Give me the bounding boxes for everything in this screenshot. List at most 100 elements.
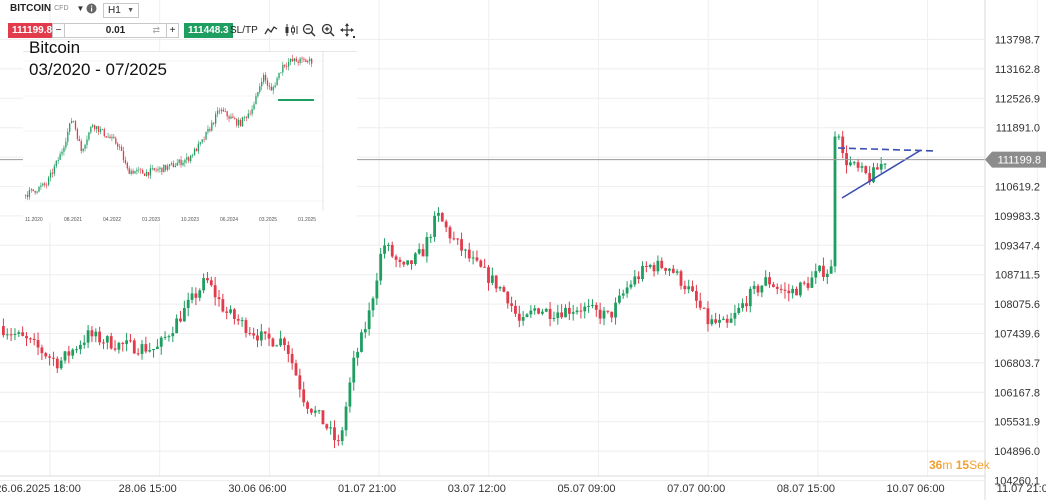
zoom-in-icon[interactable] xyxy=(321,23,335,37)
candle-body xyxy=(514,305,517,314)
chevron-down-icon[interactable]: ▼ xyxy=(76,4,85,13)
candle-body xyxy=(352,357,356,383)
inset-candle-body xyxy=(34,190,36,193)
move-icon[interactable] xyxy=(340,23,356,39)
inset-candle-body xyxy=(145,171,148,176)
candle-body xyxy=(745,303,748,307)
inset-candle-body xyxy=(67,131,69,142)
candle-body xyxy=(656,260,660,272)
x-tick-label: 08.07 15:00 xyxy=(777,483,835,495)
candle-body xyxy=(875,167,879,170)
inset-x-tick: 11.2020 xyxy=(25,217,43,223)
inset-candle-body xyxy=(80,141,82,151)
sl-tp-button[interactable]: SL/TP xyxy=(230,25,258,36)
current-price-badge-bg xyxy=(985,151,1046,168)
symbol-selector[interactable]: BITCOIN CFD ▼ xyxy=(10,3,84,14)
candle-body xyxy=(718,319,721,323)
inset-candle-body xyxy=(155,169,157,171)
candle-body xyxy=(833,136,837,267)
inset-candle-body xyxy=(291,58,294,61)
candle-body xyxy=(252,333,256,336)
inset-candle-body xyxy=(280,72,282,74)
inset-candle-body xyxy=(199,142,201,144)
inset-candle-body xyxy=(257,91,259,97)
candle-body xyxy=(791,288,795,294)
candle-body xyxy=(140,344,144,354)
inset-candle-body xyxy=(94,125,96,130)
candle-body xyxy=(879,163,883,170)
candle-body xyxy=(591,304,594,306)
candle-body xyxy=(182,308,186,322)
candle-body xyxy=(664,268,667,271)
buy-price-button[interactable]: 111448.3 xyxy=(184,23,233,38)
inset-candle-body xyxy=(90,127,92,133)
candle-body xyxy=(714,319,718,323)
candles-icon[interactable] xyxy=(284,23,298,37)
inset-candle-body xyxy=(136,169,138,172)
candle-body xyxy=(818,265,821,272)
candle-body xyxy=(90,330,94,337)
candle-body xyxy=(479,260,483,267)
candle-body xyxy=(510,303,513,306)
candle-body xyxy=(152,348,155,351)
info-icon[interactable] xyxy=(86,3,97,14)
inset-candle-body xyxy=(309,58,311,62)
y-tick-label: 113798.7 xyxy=(995,35,1040,47)
quantity-increase-button[interactable]: + xyxy=(166,23,179,38)
quantity-value: 0.01 xyxy=(105,25,126,36)
inset-candle-body xyxy=(232,116,234,119)
candle-body xyxy=(741,303,744,308)
inset-candle-body xyxy=(305,59,307,63)
candle-body xyxy=(841,136,845,154)
candle-body xyxy=(587,305,590,307)
inset-x-tick: 08.2021 xyxy=(64,217,82,223)
candle-body xyxy=(467,249,471,259)
sell-price-button[interactable]: 111199.8 xyxy=(8,23,57,38)
candle-body xyxy=(829,266,833,274)
current-price-value: 111199.8 xyxy=(998,155,1041,167)
quantity-input[interactable]: 0.01 ⇄ xyxy=(65,23,166,38)
inset-candle-body xyxy=(193,148,196,156)
candle-body xyxy=(340,430,344,442)
candle-body xyxy=(290,353,294,364)
candle-body xyxy=(787,290,791,294)
candle-body xyxy=(225,311,229,313)
candle-body xyxy=(371,298,375,311)
inset-candle-body xyxy=(38,186,40,192)
candle-body xyxy=(618,295,621,303)
inset-candle-body xyxy=(167,166,169,170)
triangle-pattern-drawing[interactable] xyxy=(837,147,937,199)
time-axis[interactable]: 26.06.2025 18:00 28.06 15:00 30.06 06:00 01… xyxy=(0,483,1046,495)
candle-body xyxy=(602,310,606,319)
inset-candle-body xyxy=(278,72,280,79)
inset-candle-body xyxy=(61,151,63,155)
inset-candle-body xyxy=(178,159,180,163)
zoom-out-icon[interactable] xyxy=(302,23,316,37)
swap-icon[interactable]: ⇄ xyxy=(152,25,160,35)
inset-candle-body xyxy=(211,122,213,131)
inset-candle-body xyxy=(95,126,98,130)
quantity-decrease-button[interactable]: − xyxy=(52,23,65,38)
candle-body xyxy=(641,265,644,280)
candle-body xyxy=(9,334,13,336)
inset-subtitle: 03/2020 - 07/2025 xyxy=(29,60,168,79)
timeframe-selector[interactable]: H1 ▼ xyxy=(103,3,139,18)
candle-body xyxy=(687,286,691,290)
candle-body xyxy=(86,330,90,343)
inset-candle-body xyxy=(28,189,31,197)
candle-body xyxy=(198,290,202,298)
support-line[interactable] xyxy=(841,149,922,199)
inset-candle-body xyxy=(142,170,144,174)
candle-body xyxy=(313,410,317,413)
inset-candle-body xyxy=(186,157,188,161)
candle-body xyxy=(872,167,875,183)
candle-body xyxy=(244,320,248,333)
candle-body xyxy=(429,236,433,238)
candle-body xyxy=(433,215,436,237)
line-chart-icon[interactable] xyxy=(264,24,278,36)
inset-candle-body xyxy=(263,74,265,82)
inset-candle-body xyxy=(126,162,128,169)
current-price-badge: 111199.8 xyxy=(985,151,1046,168)
inset-candle-body xyxy=(272,87,274,91)
